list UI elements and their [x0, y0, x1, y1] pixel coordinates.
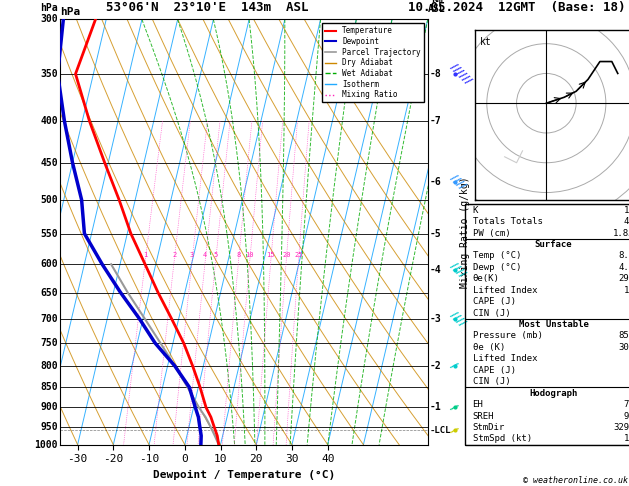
Text: 10.05.2024  12GMT  (Base: 18): 10.05.2024 12GMT (Base: 18)	[408, 0, 626, 14]
Text: Lifted Index: Lifted Index	[472, 286, 537, 295]
Text: 600: 600	[40, 259, 58, 269]
Text: kt: kt	[480, 37, 492, 47]
Text: 5: 5	[214, 252, 218, 259]
Text: StmDir: StmDir	[472, 423, 504, 432]
Text: 329°: 329°	[613, 423, 629, 432]
Text: hPa: hPa	[60, 7, 80, 17]
Text: 950: 950	[40, 421, 58, 432]
Text: -5: -5	[430, 228, 442, 239]
Text: /: /	[448, 402, 458, 413]
Text: Surface: Surface	[535, 240, 572, 249]
Text: hPa: hPa	[40, 3, 58, 13]
Text: 700: 700	[40, 313, 58, 324]
Legend: Temperature, Dewpoint, Parcel Trajectory, Dry Adiabat, Wet Adiabat, Isotherm, Mi: Temperature, Dewpoint, Parcel Trajectory…	[321, 23, 424, 103]
Text: ////: ////	[448, 260, 467, 279]
Text: 800: 800	[40, 361, 58, 371]
Text: SREH: SREH	[472, 412, 494, 420]
Text: CIN (J): CIN (J)	[472, 377, 510, 386]
Text: θe (K): θe (K)	[472, 343, 504, 352]
Text: 400: 400	[40, 116, 58, 126]
Text: 15: 15	[267, 252, 275, 259]
Text: 4.5: 4.5	[618, 263, 629, 272]
Text: Lifted Index: Lifted Index	[472, 354, 537, 364]
Text: 850: 850	[40, 382, 58, 392]
Text: © weatheronline.co.uk: © weatheronline.co.uk	[523, 476, 628, 485]
Text: ////: ////	[448, 310, 467, 328]
Text: Temp (°C): Temp (°C)	[472, 251, 521, 260]
Text: 8: 8	[237, 252, 241, 259]
Text: 53°06'N  23°10'E  143m  ASL: 53°06'N 23°10'E 143m ASL	[106, 0, 308, 14]
Text: Hodograph: Hodograph	[530, 389, 577, 398]
Text: -8: -8	[430, 69, 442, 79]
Text: 650: 650	[40, 288, 58, 297]
Text: 750: 750	[40, 338, 58, 348]
Text: Totals Totals: Totals Totals	[472, 217, 542, 226]
Text: PW (cm): PW (cm)	[472, 228, 510, 238]
Text: 18: 18	[624, 434, 629, 443]
Text: 350: 350	[40, 69, 58, 79]
Text: Mixing Ratio (g/kg): Mixing Ratio (g/kg)	[460, 176, 469, 288]
Text: //////: //////	[448, 62, 472, 86]
Text: /: /	[448, 361, 458, 371]
Text: 1.85: 1.85	[613, 228, 629, 238]
Text: 296: 296	[618, 274, 629, 283]
Text: 1000: 1000	[35, 440, 58, 450]
Text: 20: 20	[282, 252, 291, 259]
Text: CAPE (J): CAPE (J)	[472, 297, 516, 306]
Text: 71: 71	[624, 400, 629, 409]
Text: -3: -3	[430, 313, 442, 324]
Text: Pressure (mb): Pressure (mb)	[472, 331, 542, 341]
Text: K: K	[472, 206, 478, 215]
Text: 25: 25	[294, 252, 303, 259]
Text: StmSpd (kt): StmSpd (kt)	[472, 434, 532, 443]
Text: ////: ////	[448, 173, 467, 191]
Text: km
ASL: km ASL	[428, 0, 446, 14]
Text: 42: 42	[624, 217, 629, 226]
Text: 303: 303	[618, 343, 629, 352]
Text: -7: -7	[430, 116, 442, 126]
Text: 8.9: 8.9	[618, 251, 629, 260]
Text: Dewp (°C): Dewp (°C)	[472, 263, 521, 272]
Text: 4: 4	[203, 252, 208, 259]
Text: 13: 13	[624, 286, 629, 295]
Text: 850: 850	[618, 331, 629, 341]
Text: 10: 10	[245, 252, 254, 259]
Text: 98: 98	[624, 412, 629, 420]
Text: 900: 900	[40, 402, 58, 413]
Text: 450: 450	[40, 157, 58, 168]
Text: EH: EH	[472, 400, 483, 409]
Text: 500: 500	[40, 195, 58, 205]
Text: 300: 300	[40, 15, 58, 24]
Text: 1: 1	[143, 252, 148, 259]
Text: -2: -2	[430, 361, 442, 371]
Text: /: /	[448, 425, 458, 435]
Text: -LCL: -LCL	[430, 426, 451, 435]
Text: 2: 2	[172, 252, 176, 259]
Text: 18: 18	[624, 206, 629, 215]
Text: 550: 550	[40, 228, 58, 239]
Text: CAPE (J): CAPE (J)	[472, 366, 516, 375]
Text: Most Unstable: Most Unstable	[518, 320, 589, 329]
Text: CIN (J): CIN (J)	[472, 309, 510, 318]
Text: 3: 3	[190, 252, 194, 259]
X-axis label: Dewpoint / Temperature (°C): Dewpoint / Temperature (°C)	[153, 470, 335, 480]
Text: -1: -1	[430, 402, 442, 413]
Text: θe(K): θe(K)	[472, 274, 499, 283]
Text: -6: -6	[430, 177, 442, 187]
Text: -4: -4	[430, 265, 442, 275]
